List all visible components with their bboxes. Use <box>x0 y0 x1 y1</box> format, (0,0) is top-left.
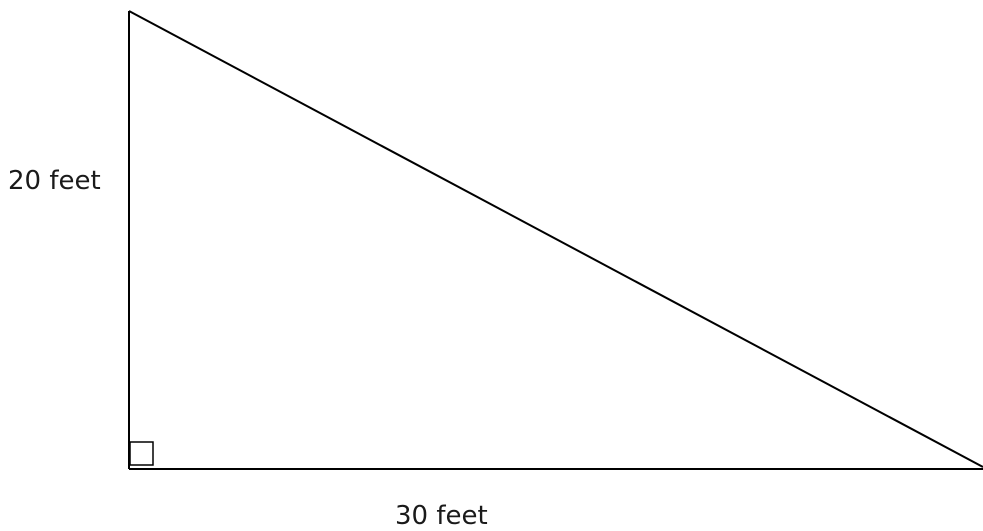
height-label: 20 feet <box>8 166 101 196</box>
base-label: 30 feet <box>395 501 488 531</box>
triangle-hypotenuse <box>128 10 983 468</box>
right-angle-marker <box>129 441 154 466</box>
